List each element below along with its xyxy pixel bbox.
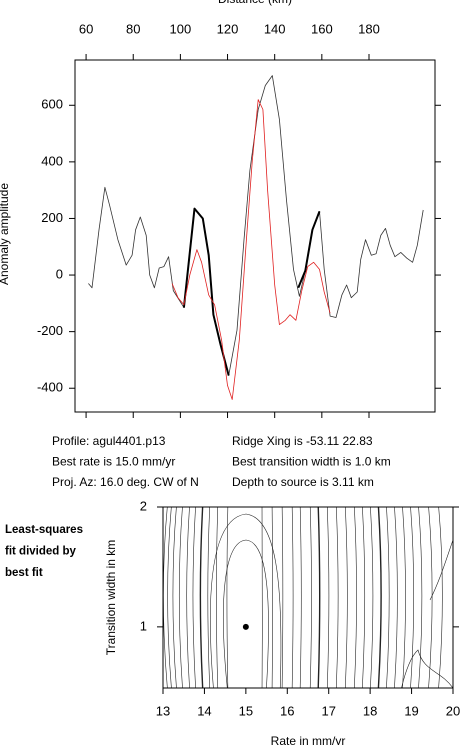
y-axis-label: Anomaly amplitude xyxy=(0,183,11,285)
info-text: Ridge Xing is -53.11 22.83 xyxy=(232,434,373,448)
contour xyxy=(438,507,443,688)
contour xyxy=(167,507,172,688)
contour xyxy=(370,507,374,688)
y-tick-label: 1 xyxy=(140,618,147,633)
plot-frame xyxy=(162,506,454,689)
side-note: best fit xyxy=(5,567,43,579)
contour xyxy=(172,507,177,688)
x-tick-label: 20 xyxy=(446,703,460,718)
best-fit-point xyxy=(242,623,249,630)
x-axis-label: Distance (km) xyxy=(218,0,292,6)
y-tick-label: 400 xyxy=(41,153,63,168)
x-tick-label: 60 xyxy=(79,21,93,36)
data-line xyxy=(171,99,331,400)
data-line xyxy=(182,207,321,376)
y-tick-label: 600 xyxy=(41,97,63,112)
contour xyxy=(326,507,330,688)
info-text: Best rate is 15.0 mm/yr xyxy=(52,455,175,469)
x-tick-label: 17 xyxy=(321,703,335,718)
y-tick-label: -200 xyxy=(37,323,63,338)
contour xyxy=(207,507,211,688)
y-axis-label: Transition width in km xyxy=(104,540,118,656)
side-note: fit divided by xyxy=(5,546,77,558)
contour xyxy=(223,539,269,688)
x-tick-label: 13 xyxy=(156,703,170,718)
side-note: Least-squares xyxy=(5,524,83,536)
contour xyxy=(226,507,229,688)
contour xyxy=(362,507,365,688)
contour xyxy=(418,507,423,688)
x-tick-label: 180 xyxy=(358,21,380,36)
contour xyxy=(178,507,183,688)
contour xyxy=(192,507,196,688)
x-tick-label: 14 xyxy=(197,703,211,718)
contour xyxy=(429,539,453,601)
x-tick-label: 15 xyxy=(239,703,253,718)
info-text: Best transition width is 1.0 km xyxy=(232,455,391,469)
contour xyxy=(344,507,348,688)
x-tick-label: 160 xyxy=(311,21,333,36)
x-tick-label: 80 xyxy=(126,21,140,36)
contour xyxy=(281,507,284,688)
plot-frame xyxy=(74,59,436,413)
y-tick-label: 200 xyxy=(41,210,63,225)
y-tick-label: 2 xyxy=(140,498,147,513)
x-tick-label: 100 xyxy=(170,21,192,36)
contour xyxy=(335,507,339,688)
contour xyxy=(394,507,398,688)
contour xyxy=(210,513,282,688)
info-text: Proj. Az: 16.0 deg. CW of N xyxy=(52,475,199,489)
contour xyxy=(386,507,390,688)
contour xyxy=(354,507,357,688)
contour xyxy=(271,507,273,688)
info-text: Depth to source is 3.11 km xyxy=(232,475,374,489)
contour xyxy=(199,507,204,688)
x-tick-label: 16 xyxy=(280,703,294,718)
contour xyxy=(216,507,219,688)
contour xyxy=(309,507,312,688)
contour xyxy=(317,507,321,688)
x-axis-label: Rate in mm/yr xyxy=(271,734,346,745)
contour xyxy=(401,649,453,688)
x-tick-label: 140 xyxy=(264,21,286,36)
contour xyxy=(377,507,382,688)
data-line xyxy=(88,75,424,376)
contours xyxy=(163,507,453,688)
x-tick-label: 120 xyxy=(217,21,239,36)
x-tick-label: 18 xyxy=(363,703,377,718)
contour xyxy=(291,507,294,688)
info-text: Profile: agul4401.p13 xyxy=(52,434,166,448)
contour xyxy=(299,507,302,688)
y-tick-label: 0 xyxy=(56,266,63,281)
x-tick-label: 19 xyxy=(404,703,418,718)
contour xyxy=(186,507,190,688)
contour xyxy=(402,507,406,688)
y-tick-label: -400 xyxy=(37,380,63,395)
contour xyxy=(410,507,415,688)
